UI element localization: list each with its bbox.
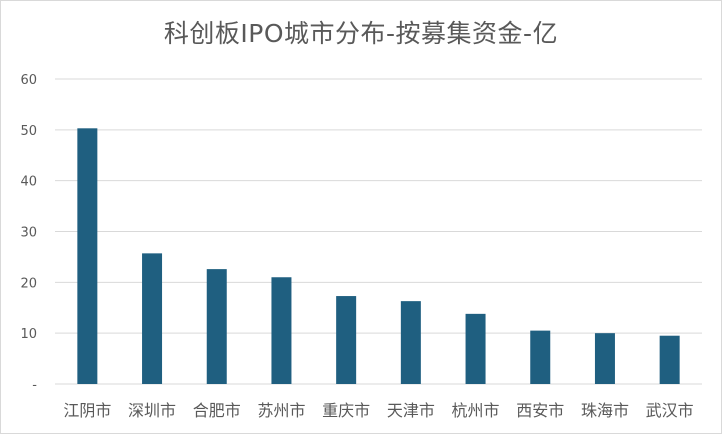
- y-tick-label: 40: [20, 175, 37, 190]
- y-axis-ticks: - 10 20 30 40 50 60: [20, 73, 37, 393]
- x-tick-label: 天津市: [387, 401, 435, 420]
- bar-武汉市: [659, 335, 680, 384]
- x-tick-label: 重庆市: [322, 401, 370, 420]
- x-tick-label: 深圳市: [128, 401, 176, 420]
- y-tick-label: -: [32, 378, 37, 393]
- bar-江阴市: [77, 128, 98, 384]
- bar-杭州市: [465, 313, 486, 384]
- x-tick-label: 武汉市: [646, 401, 694, 420]
- y-tick-label: 60: [20, 73, 37, 88]
- x-tick-label: 江阴市: [63, 401, 111, 420]
- bar-天津市: [400, 301, 421, 384]
- bars: [77, 128, 680, 384]
- bar-西安市: [530, 330, 551, 384]
- bar-珠海市: [594, 333, 615, 384]
- bar-深圳市: [142, 253, 163, 384]
- x-tick-label: 西安市: [516, 401, 564, 420]
- x-tick-label: 杭州市: [452, 401, 500, 420]
- x-tick-label: 珠海市: [581, 401, 629, 420]
- bar-合肥市: [206, 269, 227, 384]
- y-tick-label: 50: [20, 124, 37, 139]
- gridlines: [55, 78, 702, 385]
- y-tick-label: 10: [20, 327, 37, 342]
- x-tick-label: 苏州市: [257, 401, 305, 420]
- bar-重庆市: [336, 296, 357, 384]
- y-tick-label: 30: [20, 226, 37, 241]
- chart-title: 科创板IPO城市分布-按募集资金-亿: [163, 19, 559, 48]
- x-axis-labels: 江阴市 深圳市 合肥市 苏州市 重庆市 天津市 杭州市 西安市 珠海市 武汉市: [63, 401, 693, 420]
- y-tick-label: 20: [20, 276, 37, 291]
- bar-苏州市: [271, 277, 292, 384]
- x-tick-label: 合肥市: [193, 401, 241, 420]
